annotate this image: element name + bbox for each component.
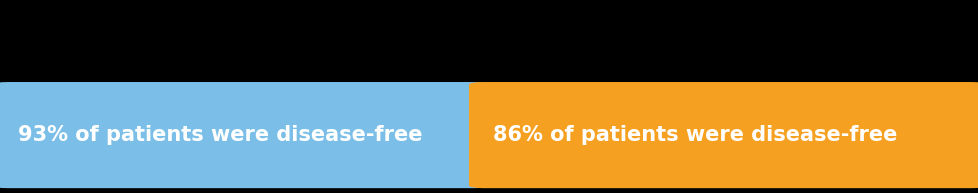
Text: 93% of patients were disease-free: 93% of patients were disease-free	[18, 125, 422, 145]
FancyBboxPatch shape	[0, 82, 488, 188]
FancyBboxPatch shape	[468, 82, 978, 188]
Text: 86% of patients were disease-free: 86% of patients were disease-free	[493, 125, 897, 145]
